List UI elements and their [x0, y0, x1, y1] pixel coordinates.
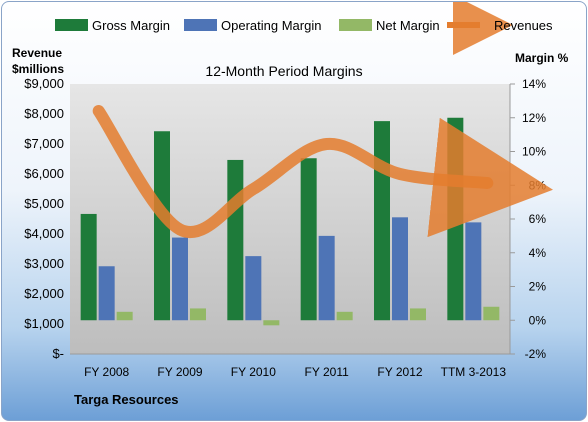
revenues-line: [92, 105, 553, 238]
legend-label-gross-margin: Gross Margin: [92, 18, 170, 33]
right-tick-label: 10%: [522, 145, 546, 159]
left-tick-label: $3,000: [24, 256, 64, 271]
bar-gross-margin-0: [80, 213, 97, 321]
left-tick-label: $8,000: [24, 106, 64, 121]
right-tick-label: -2%: [525, 347, 547, 361]
bar-net-margin-2: [263, 320, 280, 326]
right-tick-label: 0%: [529, 313, 547, 327]
right-axis-title: Margin %: [515, 51, 569, 65]
category-label: FY 2009: [157, 365, 202, 379]
right-tick-label: 4%: [529, 246, 547, 260]
plot-area: [70, 84, 510, 354]
left-axis-title-line1: Revenue: [12, 46, 62, 60]
legend: Gross Margin Operating Margin Net Margin…: [55, 2, 553, 55]
category-label: FY 2008: [84, 365, 129, 379]
left-tick-label: $5,000: [24, 196, 64, 211]
bar-operating-margin-4: [392, 217, 408, 321]
right-axis: 14% 12% 10% 8% 6% 4% 2% 0% -2%: [510, 77, 546, 361]
left-tick-label: $9,000: [24, 76, 64, 91]
chart-title: 12-Month Period Margins: [205, 63, 362, 79]
category-label: FY 2012: [377, 365, 422, 379]
x-axis: FY 2008 FY 2009 FY 2010 FY 2011 FY 2012 TTM 3…: [84, 365, 506, 379]
legend-label-net-margin: Net Margin: [376, 18, 440, 33]
left-tick-label: $-: [52, 346, 64, 361]
bar-operating-margin-1: [172, 237, 188, 321]
bar-net-margin-1: [190, 308, 206, 321]
legend-swatch-net-margin: [339, 19, 372, 31]
bar-operating-margin-2: [245, 256, 262, 321]
bar-net-margin-3: [336, 311, 353, 321]
category-label: TTM 3-2013: [441, 365, 507, 379]
right-tick-label: 2%: [529, 280, 547, 294]
bar-gross-margin-3: [300, 158, 317, 321]
left-tick-label: $2,000: [24, 286, 64, 301]
left-tick-label: $4,000: [24, 226, 64, 241]
bar-gross-margin-1: [154, 131, 170, 321]
right-tick-label: 12%: [522, 111, 546, 125]
category-label: FY 2011: [305, 365, 350, 379]
legend-swatch-operating-margin: [184, 19, 217, 31]
legend-label-revenues: Revenues: [494, 18, 553, 33]
right-tick-label: 8%: [529, 178, 547, 192]
bar-operating-margin-5: [465, 222, 482, 321]
category-label: FY 2010: [231, 365, 276, 379]
left-tick-label: $7,000: [24, 136, 64, 151]
left-tick-label: $6,000: [24, 166, 64, 181]
company-name: Targa Resources: [74, 392, 179, 407]
bar-gross-margin-2: [227, 159, 244, 321]
legend-label-operating-margin: Operating Margin: [221, 18, 321, 33]
left-tick-label: $1,000: [24, 316, 64, 331]
bar-gross-margin-5: [447, 117, 464, 321]
legend-swatch-gross-margin: [55, 19, 88, 31]
bar-operating-margin-3: [318, 235, 335, 321]
bar-net-margin-5: [483, 306, 500, 321]
left-axis: $9,000 $8,000 $7,000 $6,000 $5,000 $4,000 $3,0…: [24, 76, 64, 361]
bar-operating-margin-0: [98, 266, 115, 321]
bar-net-margin-4: [410, 308, 426, 321]
right-tick-label: 14%: [522, 77, 546, 91]
bar-net-margin-0: [116, 311, 133, 321]
bar-gross-margin-4: [374, 121, 390, 321]
left-axis-title-line2: $millions: [12, 62, 64, 76]
right-tick-label: 6%: [529, 212, 547, 226]
